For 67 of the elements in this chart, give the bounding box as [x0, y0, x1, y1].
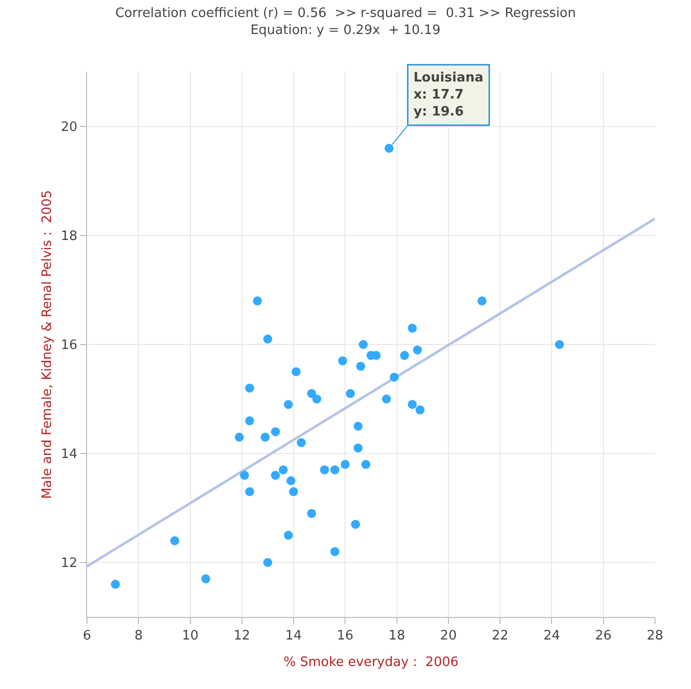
- point: [270, 427, 280, 436]
- x-tick-label: 18: [388, 628, 406, 644]
- point: [354, 444, 363, 453]
- y-tick-label: 20: [60, 120, 78, 136]
- point: [351, 520, 360, 529]
- point: [400, 350, 410, 360]
- point: [270, 470, 280, 480]
- point: [416, 405, 425, 414]
- point: [330, 465, 340, 474]
- point: [478, 296, 487, 306]
- point: [289, 487, 298, 496]
- point: [354, 422, 363, 431]
- x-tick-label: 28: [646, 628, 664, 644]
- point: [320, 465, 330, 474]
- point: [340, 460, 350, 469]
- point: [263, 334, 272, 344]
- point: [296, 438, 306, 448]
- point: [390, 372, 399, 382]
- x-tick-label: 24: [543, 628, 560, 644]
- point: [292, 367, 301, 376]
- x-tick-label: 8: [134, 628, 143, 644]
- point: [307, 389, 316, 398]
- x-tick-label: 26: [595, 628, 612, 644]
- point: [330, 547, 340, 556]
- point: [382, 394, 391, 404]
- y-tick-label: 14: [60, 447, 78, 462]
- y-tick-label: 12: [60, 556, 78, 572]
- y-tick-label: 16: [60, 338, 78, 354]
- point: [170, 536, 180, 546]
- point: [240, 470, 249, 480]
- point: [245, 487, 254, 496]
- annotation: Louisiana x: 17.7 y: 19.6: [414, 70, 484, 120]
- point: [286, 476, 296, 486]
- x-axis-title: % Smoke everyday : 2006: [283, 655, 459, 670]
- point: [356, 362, 366, 371]
- point: [412, 345, 422, 354]
- point: [361, 460, 370, 469]
- x-tick-label: 14: [285, 628, 302, 644]
- point: [252, 296, 262, 306]
- point: [346, 389, 355, 398]
- x-tick-label: 12: [234, 628, 250, 644]
- y-tick-label: 18: [60, 229, 78, 244]
- point: [278, 465, 288, 474]
- point: [245, 416, 254, 426]
- point: [408, 400, 417, 409]
- point: [263, 558, 272, 567]
- point: [307, 508, 316, 518]
- point: [358, 340, 368, 349]
- chart-title: Correlation coefficient (r) = 0.56 >> r-squared = 0.31 >> Regression Equation: y = 0.29x + 10.19: [115, 6, 576, 38]
- x-tick-label: 22: [492, 628, 508, 644]
- point: [201, 574, 210, 584]
- y-axis-title: Male and Female, Kidney & Renal Pelvis : 2005: [40, 190, 55, 499]
- point: [234, 432, 244, 442]
- point: [384, 144, 394, 153]
- x-tick-label: 20: [440, 628, 457, 644]
- point: [312, 394, 322, 404]
- x-tick-label: 16: [336, 628, 354, 644]
- point: [245, 384, 254, 393]
- point: [408, 324, 417, 333]
- point: [260, 432, 270, 442]
- x-tick-label: 10: [182, 628, 199, 644]
- point: [284, 530, 293, 540]
- x-tick-label: 6: [82, 628, 92, 644]
- point: [110, 580, 120, 589]
- point: [554, 340, 564, 349]
- point: [284, 400, 293, 409]
- point: [338, 356, 348, 366]
